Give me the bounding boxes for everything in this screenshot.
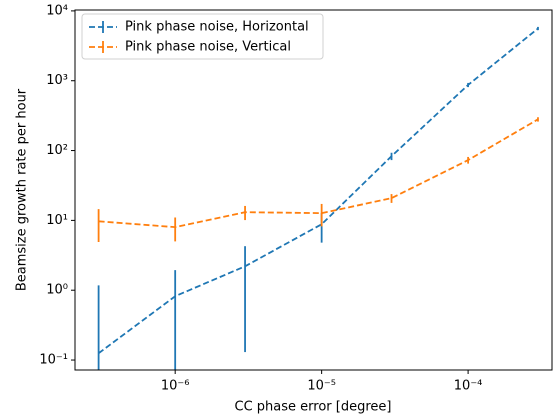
series-line: [98, 27, 539, 354]
y-tick-label: 10¹: [46, 213, 68, 228]
y-tick-label: 10²: [46, 143, 68, 158]
y-tick-label: 10⁻¹: [39, 353, 68, 368]
series-line: [98, 118, 539, 229]
legend-label: Pink phase noise, Horizontal: [125, 20, 309, 35]
legend-box: [81, 13, 324, 60]
y-tick-label: 10⁴: [46, 3, 68, 18]
x-tick-label: 10⁻⁶: [161, 379, 190, 394]
y-tick-label: 10³: [46, 73, 68, 88]
x-tick-label: 10⁻⁴: [454, 379, 483, 394]
x-tick-label: 10⁻⁵: [307, 379, 336, 394]
y-axis-label: Beamsize growth rate per hour: [15, 88, 30, 291]
plot-frame: [74, 9, 553, 371]
x-axis-label: CC phase error [degree]: [235, 400, 392, 415]
legend-label: Pink phase noise, Vertical: [125, 40, 291, 55]
plot-area: [97, 26, 539, 370]
y-tick-label: 10⁰: [46, 283, 68, 298]
